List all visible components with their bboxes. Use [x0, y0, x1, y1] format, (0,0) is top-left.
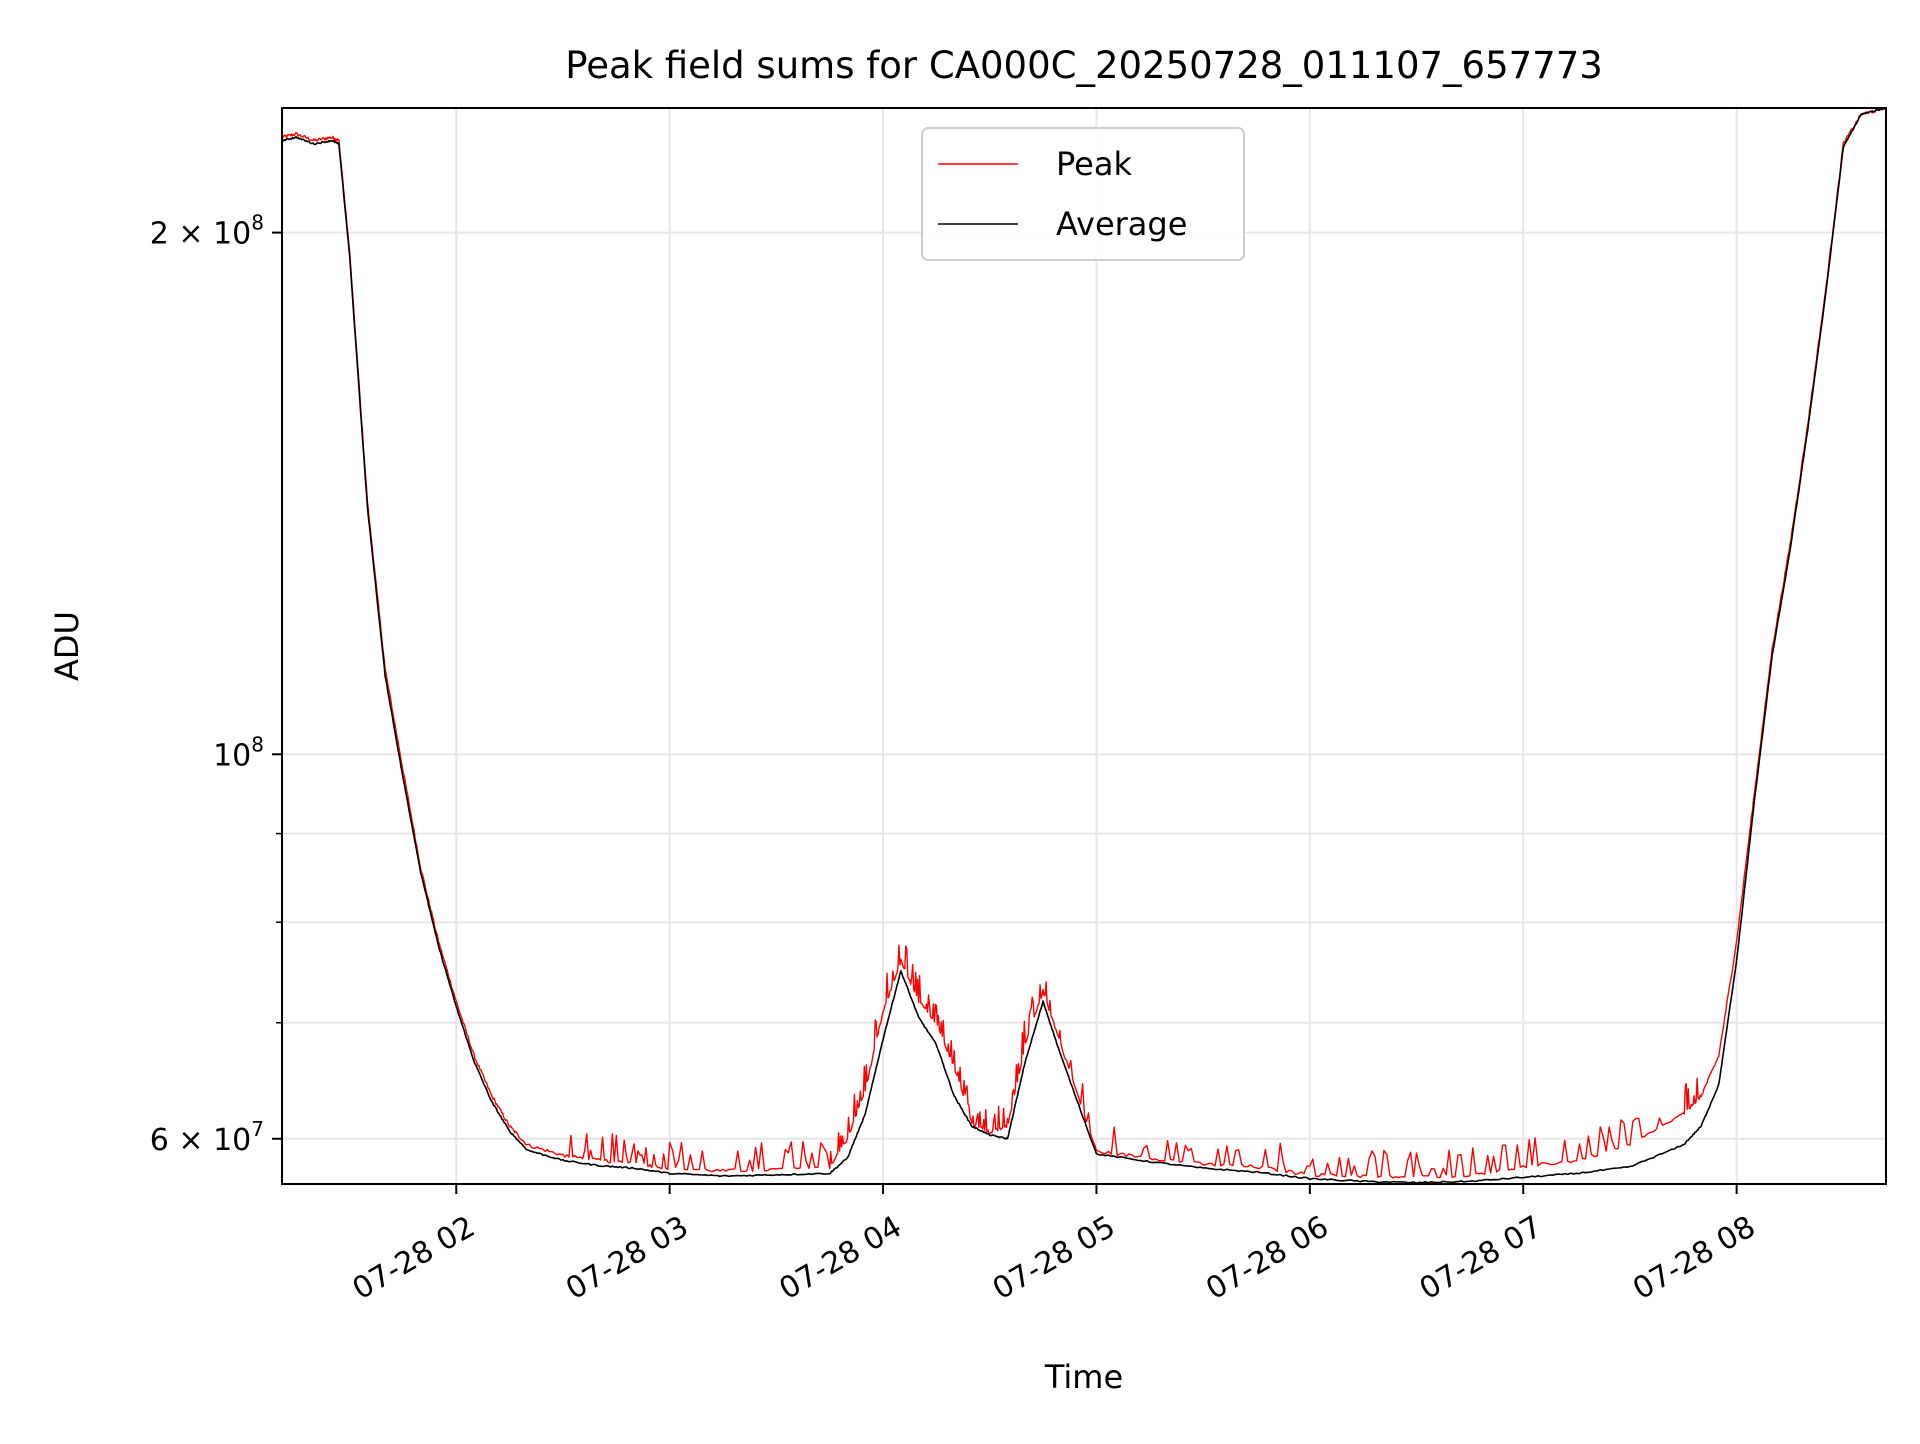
legend: Peak Average — [921, 127, 1245, 261]
x-tick-label: 07-28 03 — [560, 1209, 694, 1307]
y-axis-label: ADU — [48, 611, 86, 681]
grid — [282, 108, 1886, 1184]
x-tick-label: 07-28 07 — [1414, 1209, 1548, 1307]
x-tick-label: 07-28 08 — [1627, 1209, 1761, 1307]
x-axis-label: Time — [1044, 1358, 1123, 1396]
plot-frame — [281, 107, 1887, 1185]
series-line-average — [282, 107, 1887, 1184]
x-tick-label: 07-28 02 — [347, 1209, 481, 1307]
y-tick-label: 108 — [213, 732, 264, 773]
plot-series — [281, 107, 1887, 1184]
chart-title: Peak field sums for CA000C_20250728_0111… — [565, 44, 1603, 87]
x-tick-label: 07-28 06 — [1200, 1209, 1334, 1307]
legend-entry-average: Average — [1056, 205, 1187, 243]
y-tick-label: 6 × 107 — [150, 1117, 264, 1158]
legend-box — [921, 127, 1245, 261]
series-line-peak — [281, 107, 1887, 1179]
x-tick-label: 07-28 05 — [987, 1209, 1121, 1307]
axis-ticks: 07-28 02 07-28 03 07-28 04 07-28 05 07-28 06… — [150, 211, 1762, 1307]
legend-entry-peak: Peak — [1056, 145, 1132, 183]
x-tick-label: 07-28 04 — [774, 1209, 908, 1307]
y-tick-label: 2 × 108 — [150, 211, 264, 252]
